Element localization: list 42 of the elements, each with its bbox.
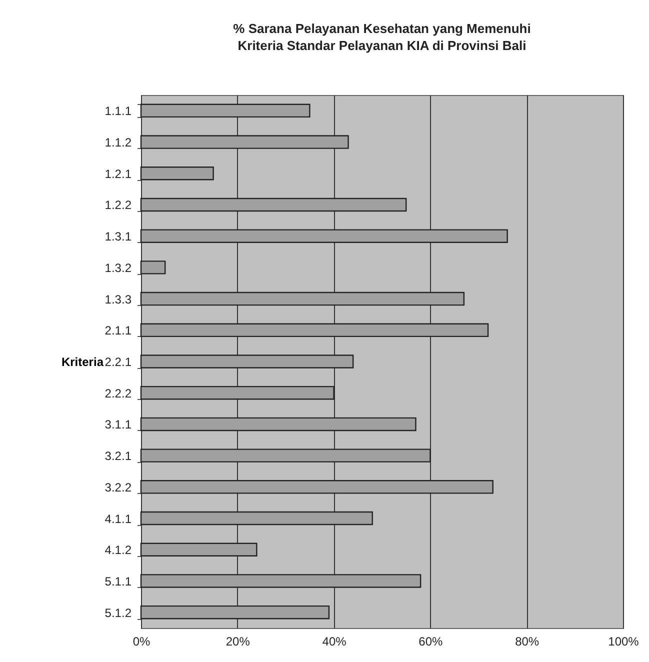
bar (140, 354, 354, 368)
x-tick-label: 20% (226, 634, 250, 648)
y-tick-label: 1.1.2 (104, 136, 132, 150)
x-tick-label: 80% (515, 634, 540, 648)
y-tick-label: 3.2.2 (104, 480, 132, 494)
bar (140, 198, 407, 212)
bar (140, 480, 494, 494)
y-tick-label: 1.2.2 (104, 198, 132, 212)
x-tick-label: 100% (608, 634, 640, 648)
y-tick-label: 5.1.2 (104, 606, 132, 620)
bar (140, 574, 422, 588)
y-tick-label: 1.3.2 (104, 260, 132, 275)
bar (140, 229, 508, 243)
y-axis-title: Kriteria (61, 355, 104, 369)
bar (140, 260, 166, 274)
bar (140, 292, 465, 306)
bar (140, 605, 330, 620)
y-tick-label: 4.1.1 (104, 512, 132, 526)
bar (140, 511, 373, 526)
y-tick-label: 2.2.1 (104, 355, 132, 369)
y-tick-label: 1.2.1 (104, 166, 132, 181)
x-tick-label: 60% (418, 634, 444, 648)
y-tick-label: 3.2.1 (104, 449, 132, 464)
y-tick-label: 5.1.1 (104, 574, 132, 588)
bar (140, 166, 214, 180)
bar (140, 323, 489, 338)
chart-title: % Sarana Pelayanan Kesehatan yang Memenuhi Kriteria Standar Pelayanan KIA di Provinsi Bali (233, 21, 531, 53)
y-tick-label: 3.1.1 (104, 418, 132, 432)
y-tick-label: 2.1.1 (104, 324, 132, 338)
bar (140, 448, 431, 462)
bar (140, 417, 416, 432)
x-tick-label: 40% (322, 634, 347, 648)
bar (140, 104, 310, 118)
bar (140, 135, 349, 149)
y-tick-label: 1.3.3 (104, 292, 132, 306)
y-tick-label: 2.2.2 (104, 386, 132, 400)
y-tick-label: 4.1.2 (104, 543, 132, 558)
bar (140, 542, 258, 556)
y-tick-label: 1.3.1 (104, 230, 132, 244)
y-tick-label: 1.1.1 (104, 104, 132, 118)
bar (140, 386, 334, 400)
x-tick-label: 0% (132, 634, 150, 648)
